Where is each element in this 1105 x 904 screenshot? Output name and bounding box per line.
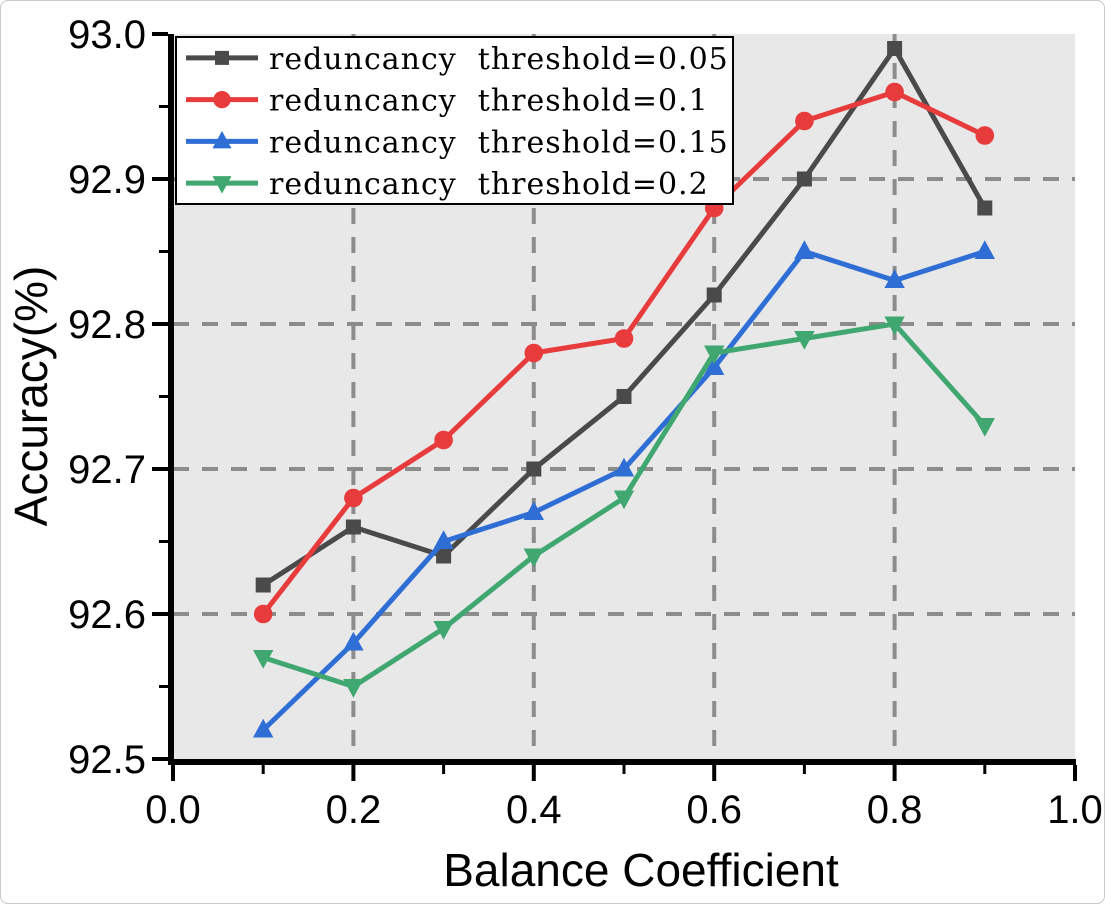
axes-layer: 0.0 0.2 0.4 0.6 0.8 1.0 92.5 92.6 92.7 92.8 92.9 93… [68,13,1103,832]
series-marker-1 [253,604,273,624]
series-marker-3 [613,490,635,510]
y-tick-label: 92.9 [68,158,146,202]
y-tick-label: 92.5 [68,738,146,782]
series-marker-2 [974,240,995,259]
series-marker-0 [796,171,812,187]
y-tick-label: 92.8 [68,303,146,347]
legend-marker-2 [212,130,232,149]
series-marker-0 [977,200,993,216]
legend-box [175,36,734,205]
series-marker-1 [975,126,995,145]
x-axis-spine [168,759,1076,765]
legend: reduncancy threshold=0.05 reduncancy thre… [175,36,734,205]
series-marker-2 [343,631,364,651]
series-marker-0 [616,389,632,404]
series-marker-0 [706,287,722,303]
series-marker-1 [344,488,363,508]
series-marker-2 [253,718,274,738]
series-marker-2 [613,457,635,477]
x-tick-label: 0.4 [506,788,562,832]
series-marker-0 [887,41,903,56]
x-tick-label: 0.6 [686,788,742,832]
series-marker-3 [794,331,815,350]
legend-label-2: reduncancy threshold=0.15 [269,125,729,160]
x-tick-label: 1.0 [1047,788,1103,832]
series-layer [253,41,995,738]
series-marker-3 [253,650,274,669]
series-marker-0 [526,461,542,477]
series-marker-0 [255,577,271,593]
legend-marker-3 [212,176,232,194]
series-marker-1 [795,111,814,131]
y-tick-label: 92.6 [68,593,146,637]
series-marker-2 [433,530,454,549]
y-tick-label: 93.0 [68,13,146,57]
series-marker-2 [884,269,905,288]
y-axis-spine [168,34,174,765]
series-marker-2 [704,356,725,375]
legend-marker-1 [213,90,231,109]
series-marker-1 [614,329,634,348]
series-marker-3 [884,316,905,336]
series-marker-0 [345,519,361,535]
series-marker-3 [523,548,544,568]
series-marker-1 [885,82,904,102]
series-marker-1 [524,343,544,363]
x-tick-label: 0.8 [867,788,923,832]
series-marker-2 [523,501,544,520]
y-axis-title: Accuracy(%) [5,266,57,527]
legend-label-3: reduncancy threshold=0.2 [269,167,709,202]
legend-label-1: reduncancy threshold=0.1 [269,84,709,119]
x-tick-label: 0.2 [326,788,382,832]
series-marker-2 [794,240,815,259]
series-marker-0 [436,548,452,564]
x-tick-label: 0.0 [145,788,201,832]
series-marker-3 [343,679,364,698]
series-marker-3 [704,345,725,365]
x-axis-title: Balance Coefficient [443,844,839,896]
legend-marker-0 [215,50,229,65]
legend-label-0: reduncancy threshold=0.05 [269,42,729,77]
y-tick-label: 92.7 [68,448,146,492]
series-marker-3 [433,621,454,640]
series-marker-1 [434,430,453,450]
series-marker-3 [974,418,995,437]
